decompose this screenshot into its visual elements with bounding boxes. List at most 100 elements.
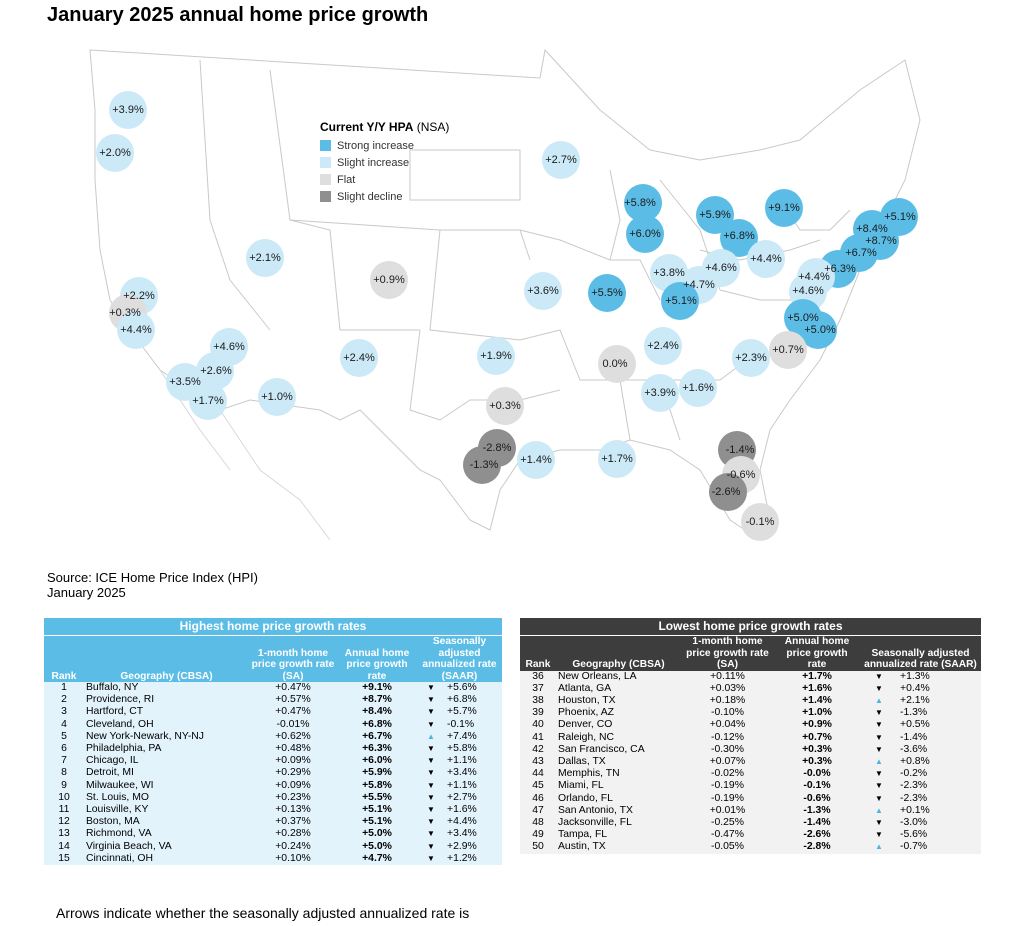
table-row: 14 Virginia Beach, VA +0.24% +5.0% ▼ +2.9% (44, 841, 502, 853)
rank-cell: 2 (61, 694, 67, 706)
annual-cell: +5.9% (362, 767, 392, 779)
rank-cell: 8 (61, 767, 67, 779)
rank-cell: 38 (532, 694, 544, 706)
annual-cell: +0.7% (802, 731, 832, 743)
down-arrow-icon: ▼ (875, 720, 883, 730)
bubble-label: +5.1% (665, 295, 697, 307)
map-bubble (598, 440, 636, 478)
bubble-label: +2.4% (343, 352, 375, 364)
saar-cell: +0.8% (900, 755, 930, 767)
col-saar: Seasonally adjusted annualized rate (SAA… (422, 636, 497, 682)
saar-cell: +1.1% (447, 779, 477, 791)
m1-cell: -0.25% (711, 816, 744, 828)
down-arrow-icon: ▼ (875, 817, 883, 827)
bubble-label: +4.6% (213, 341, 245, 353)
table-row: 40 Denver, CO +0.04% +0.9% ▼ +0.5% (520, 719, 981, 731)
geo-cell: Orlando, FL (558, 792, 613, 804)
m1-cell: +0.04% (709, 719, 746, 731)
legend-item-slight-decline: Slight decline (320, 188, 449, 205)
down-arrow-icon: ▼ (427, 744, 435, 754)
annual-cell: +8.7% (362, 694, 392, 706)
map-bubble (246, 239, 284, 277)
bubble-label: +4.4% (798, 271, 830, 283)
rank-cell: 45 (532, 780, 544, 792)
annual-cell: -1.4% (803, 816, 831, 828)
table-row: 10 St. Louis, MO +0.23% +5.5% ▼ +2.7% (44, 792, 502, 804)
m1-cell: -0.02% (711, 768, 744, 780)
bubble-label: +2.2% (123, 290, 155, 302)
annual-cell: +4.7% (362, 852, 392, 864)
map-bubble (258, 378, 296, 416)
table-row: 2 Providence, RI +0.57% +8.7% ▼ +6.8% (44, 694, 502, 706)
annual-cell: +0.3% (802, 743, 832, 755)
table-row: 50 Austin, TX -0.05% -2.8% ▲ -0.7% (520, 841, 981, 853)
down-arrow-icon: ▼ (875, 830, 883, 840)
bubble-label: +0.3% (489, 400, 521, 412)
geo-cell: Providence, RI (86, 694, 155, 706)
m1-cell: +0.09% (275, 755, 311, 767)
bubble-label: +4.4% (750, 253, 782, 265)
m1-cell: +0.10% (275, 852, 311, 864)
bubble-label: +0.9% (373, 274, 405, 286)
col-geo: Geography (CBSA) (120, 670, 213, 682)
geo-cell: Richmond, VA (86, 828, 152, 840)
m1-cell: +0.62% (275, 730, 311, 742)
table-row: 12 Boston, MA +0.37% +5.1% ▼ +4.4% (44, 816, 502, 828)
bubble-label: +4.4% (120, 324, 152, 336)
table-row: 49 Tampa, FL -0.47% -2.6% ▼ -5.6% (520, 829, 981, 841)
rank-cell: 5 (61, 730, 67, 742)
saar-cell: +3.4% (447, 828, 477, 840)
saar-cell: +2.7% (447, 791, 477, 803)
geo-cell: New York-Newark, NY-NJ (86, 730, 204, 742)
saar-cell: +1.1% (447, 755, 477, 767)
map-bubble (741, 503, 779, 541)
m1-cell: -0.10% (711, 707, 744, 719)
geo-cell: Miami, FL (558, 780, 604, 792)
down-arrow-icon: ▼ (427, 817, 435, 827)
table-row: 45 Miami, FL -0.19% -0.1% ▼ -2.3% (520, 780, 981, 792)
annual-cell: +9.1% (362, 682, 392, 693)
down-arrow-icon: ▼ (875, 683, 883, 693)
bubble-label: +1.0% (261, 391, 293, 403)
bubble-label: +4.6% (792, 285, 824, 297)
map-bubble (196, 352, 234, 390)
saar-cell: -0.7% (900, 841, 928, 853)
map-bubble (765, 189, 803, 227)
col-m1: 1-month home price growth rate (SA) (686, 636, 769, 670)
bubble-label: +9.1% (768, 202, 800, 214)
bubble-label: -1.3% (469, 459, 499, 471)
table-row: 42 San Francisco, CA -0.30% +0.3% ▼ -3.6% (520, 744, 981, 756)
lowest-table-title: Lowest home price growth rates (520, 618, 981, 636)
us-map (47, 44, 921, 556)
m1-cell: +0.47% (275, 706, 311, 718)
map-land (47, 44, 921, 556)
annual-cell: +6.3% (362, 743, 392, 755)
down-arrow-icon: ▼ (875, 732, 883, 742)
annual-cell: +1.0% (802, 707, 832, 719)
rank-cell: 49 (532, 829, 544, 841)
col-rank: Rank (525, 659, 551, 670)
m1-cell: +0.01% (709, 804, 746, 816)
m1-cell: -0.47% (711, 829, 744, 841)
col-geo: Geography (CBSA) (572, 659, 665, 670)
map-bubble (477, 337, 515, 375)
m1-cell: +0.48% (275, 743, 311, 755)
map-bubble (626, 215, 664, 253)
geo-cell: San Antonio, TX (558, 804, 633, 816)
annual-cell: +5.1% (362, 804, 392, 816)
geo-cell: Denver, CO (558, 719, 613, 731)
legend-swatch (320, 157, 331, 168)
bubble-label: -2.8% (482, 442, 512, 454)
saar-cell: +4.4% (447, 816, 477, 828)
saar-cell: +5.6% (447, 682, 477, 693)
m1-cell: +0.28% (275, 828, 311, 840)
saar-cell: -1.4% (900, 731, 928, 743)
annual-cell: -1.3% (803, 804, 831, 816)
bubble-label: +1.7% (192, 395, 224, 407)
bubble-label: +2.0% (99, 147, 131, 159)
bubble-label: +3.5% (169, 376, 201, 388)
down-arrow-icon: ▼ (875, 769, 883, 779)
m1-cell: -0.05% (711, 841, 744, 853)
bubble-label: +8.4% (856, 223, 888, 235)
down-arrow-icon: ▼ (427, 695, 435, 705)
